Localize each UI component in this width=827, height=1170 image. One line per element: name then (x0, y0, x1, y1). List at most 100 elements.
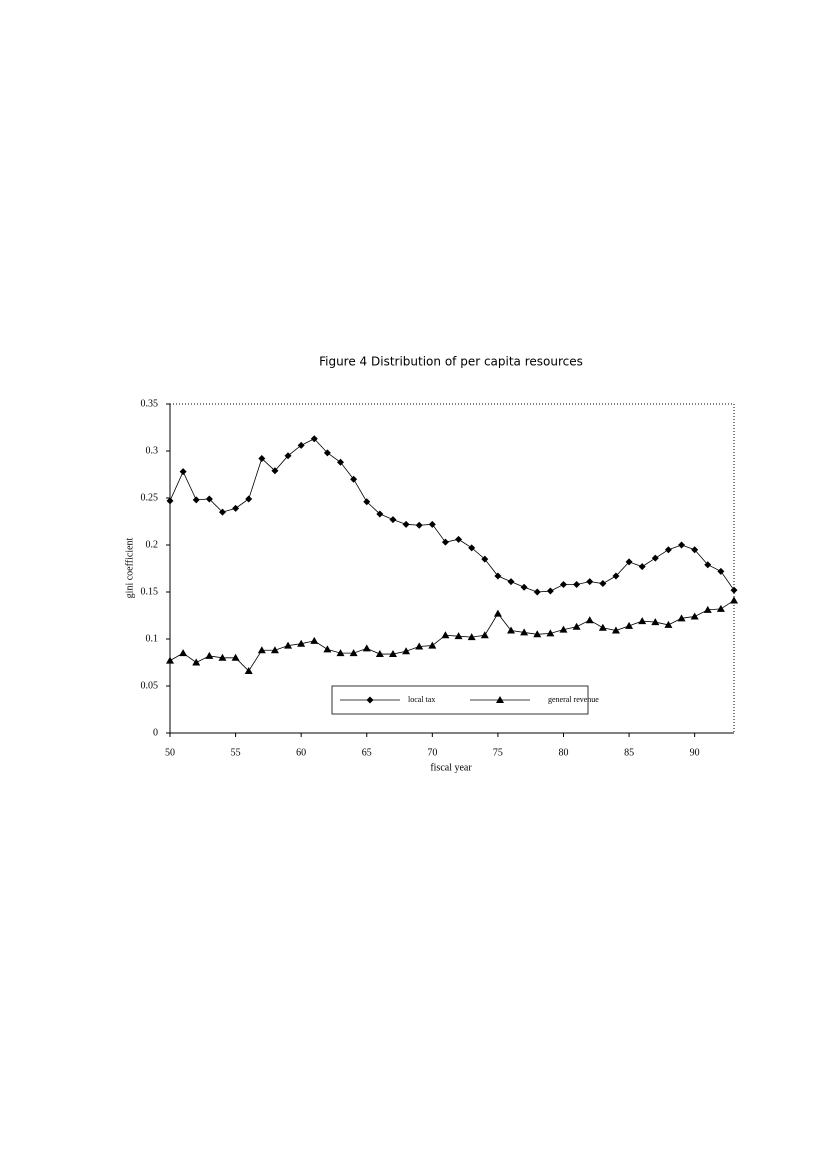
marker-triangle (388, 650, 397, 658)
marker-triangle (677, 614, 686, 622)
marker-diamond (428, 520, 436, 528)
marker-triangle (297, 639, 306, 647)
marker-diamond (704, 561, 712, 569)
y-tick-label: 0.25 (141, 492, 159, 503)
marker-triangle (205, 651, 214, 659)
marker-diamond (441, 538, 449, 546)
marker-triangle (467, 633, 476, 641)
marker-diamond (612, 572, 620, 580)
marker-diamond (717, 567, 725, 575)
series-line (169, 600, 735, 672)
marker-diamond (366, 696, 374, 704)
marker-triangle (310, 636, 319, 644)
marker-diamond (678, 541, 686, 549)
marker-triangle (480, 631, 489, 639)
x-tick-label: 85 (624, 747, 634, 758)
x-axis-label: fiscal year (430, 762, 472, 773)
x-tick-label: 80 (558, 747, 568, 758)
marker-diamond (271, 467, 279, 475)
marker-diamond (455, 535, 463, 543)
y-tick-label: 0.2 (146, 539, 159, 550)
marker-triangle (362, 644, 371, 652)
marker-diamond (599, 580, 607, 588)
marker-triangle (703, 605, 712, 613)
y-tick-label: 0.35 (141, 398, 159, 409)
legend-label: local tax (408, 695, 435, 704)
marker-triangle (270, 646, 279, 654)
marker-triangle (651, 618, 660, 626)
x-tick-label: 90 (690, 747, 700, 758)
marker-diamond (337, 458, 345, 466)
marker-triangle (218, 653, 227, 661)
marker-diamond (205, 495, 213, 503)
marker-diamond (402, 520, 410, 528)
marker-diamond (376, 510, 384, 518)
marker-triangle (428, 641, 437, 649)
y-axis-label: gini coefficient (124, 537, 135, 598)
marker-triangle (546, 629, 555, 637)
marker-diamond (651, 554, 659, 562)
marker-triangle (192, 658, 201, 666)
marker-diamond (507, 578, 515, 586)
marker-triangle (441, 631, 450, 639)
marker-diamond (586, 578, 594, 586)
marker-triangle (349, 649, 358, 657)
marker-triangle (507, 626, 516, 634)
marker-triangle (284, 641, 293, 649)
marker-triangle (323, 645, 332, 653)
marker-diamond (232, 504, 240, 512)
marker-diamond (323, 449, 331, 457)
x-tick-label: 55 (231, 747, 241, 758)
marker-diamond (481, 555, 489, 563)
marker-triangle (402, 647, 411, 655)
marker-triangle (520, 628, 529, 636)
marker-triangle (336, 649, 345, 657)
marker-triangle (625, 621, 634, 629)
marker-diamond (389, 516, 397, 524)
marker-diamond (533, 588, 541, 596)
marker-triangle (179, 649, 188, 657)
marker-triangle (598, 623, 607, 631)
marker-diamond (166, 497, 174, 505)
marker-triangle (730, 596, 738, 604)
marker-triangle (231, 653, 240, 661)
marker-diamond (546, 587, 554, 595)
marker-triangle (415, 642, 424, 650)
marker-triangle (664, 620, 673, 628)
marker-diamond (415, 521, 423, 529)
marker-triangle (716, 604, 725, 612)
legend-label: general revenue (548, 695, 599, 704)
marker-diamond (520, 583, 528, 591)
marker-diamond (559, 580, 567, 588)
y-tick-label: 0.05 (141, 680, 159, 691)
marker-triangle (257, 646, 266, 654)
marker-diamond (179, 468, 187, 476)
marker-triangle (559, 625, 568, 633)
y-tick-label: 0.1 (146, 633, 159, 644)
x-tick-label: 70 (427, 747, 437, 758)
marker-diamond (350, 475, 358, 483)
series-line (169, 438, 735, 593)
x-tick-label: 50 (165, 747, 175, 758)
marker-diamond (310, 435, 318, 443)
marker-diamond (573, 580, 581, 588)
marker-diamond (258, 455, 266, 463)
marker-triangle (611, 626, 620, 634)
marker-triangle (493, 609, 502, 617)
marker-diamond (468, 544, 476, 552)
x-tick-label: 75 (493, 747, 503, 758)
marker-triangle (244, 666, 253, 674)
marker-diamond (297, 441, 305, 449)
x-tick-label: 65 (362, 747, 372, 758)
marker-triangle (166, 656, 174, 664)
marker-triangle (375, 650, 384, 658)
marker-diamond (363, 498, 371, 506)
chart-title: Figure 4 Distribution of per capita reso… (319, 355, 583, 369)
marker-diamond (218, 508, 226, 516)
marker-triangle (496, 696, 504, 703)
marker-diamond (192, 496, 200, 504)
marker-diamond (494, 572, 502, 580)
marker-diamond (625, 558, 633, 566)
